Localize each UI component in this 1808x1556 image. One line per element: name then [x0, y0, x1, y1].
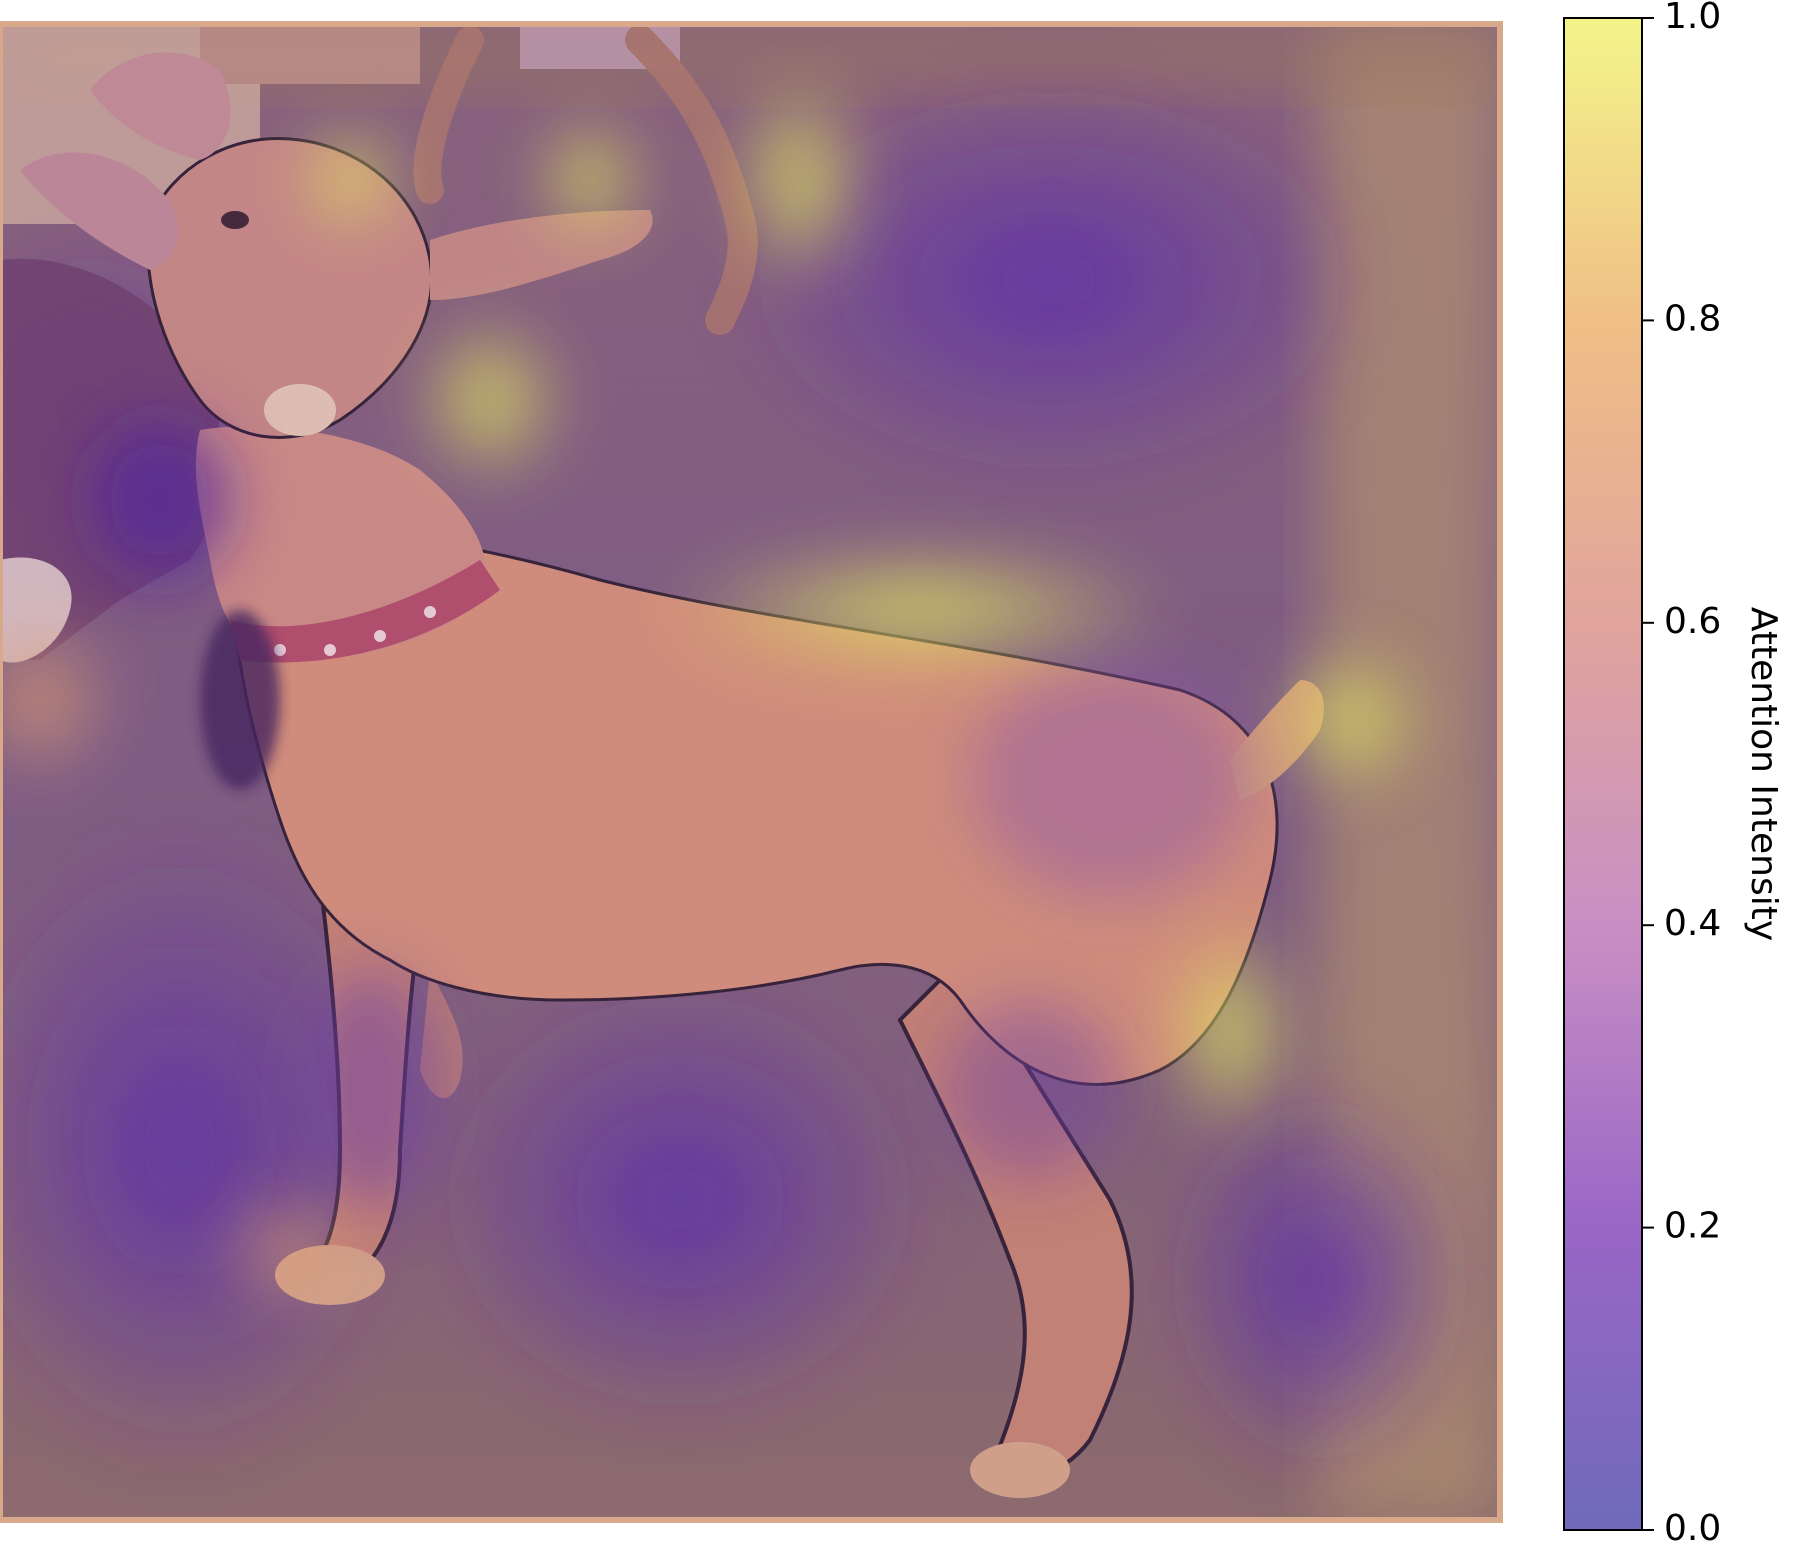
furniture-leg [413, 26, 484, 204]
dog-collar [230, 560, 500, 663]
high-attention-spot [660, 540, 1180, 680]
colorbar-label: Attention Intensity [1743, 607, 1784, 941]
dog-ear-left [20, 152, 179, 270]
high-attention-spot [730, 70, 870, 290]
colorbar-gradient [1563, 17, 1643, 1531]
mid-attention-region [940, 1000, 1120, 1180]
colorbar-tick-label: 0.4 [1664, 903, 1721, 944]
collar-stud [324, 644, 336, 656]
colorbar: 0.0 0.2 0.4 0.6 0.8 1.0 Attention Intensity [1563, 0, 1784, 1549]
heatmap-frame [0, 21, 1503, 1523]
furniture-shape [200, 24, 420, 84]
dog-chest-shadow [200, 610, 280, 790]
high-attention-spot [1270, 640, 1430, 800]
low-attention-region [0, 830, 420, 1470]
heatmap-image [0, 24, 1500, 1520]
colorbar-tick-label: 0.0 [1664, 1508, 1721, 1549]
mid-attention-regions [90, 420, 1250, 1210]
colorbar-ticks: 0.0 0.2 0.4 0.6 0.8 1.0 [1642, 0, 1721, 1549]
dog-nose [264, 384, 336, 436]
high-attention-spot [410, 310, 570, 490]
dog-eye [221, 211, 249, 229]
colorbar-tick-label: 0.8 [1664, 298, 1721, 339]
high-attention-spot [0, 610, 120, 790]
high-attention-spot [290, 120, 410, 240]
collar-stud [424, 606, 436, 618]
collar-stud [374, 630, 386, 642]
high-attention-spot [530, 110, 650, 250]
high-attention-regions [0, 70, 1430, 1310]
low-attention-region [420, 970, 940, 1430]
low-attention-region [720, 70, 1380, 490]
dog-hind-paw [970, 1442, 1070, 1498]
colorbar-tick-label: 0.2 [1664, 1206, 1721, 1247]
heatmap-blend-overlay [0, 24, 1500, 1520]
mid-attention-region [90, 420, 230, 580]
mid-attention-region [970, 660, 1250, 900]
high-attention-spot [220, 1190, 360, 1310]
collar-studs [274, 606, 436, 656]
collar-stud [274, 644, 286, 656]
dog-ear-right [90, 52, 231, 160]
high-attention-spot [1160, 920, 1300, 1140]
mid-attention-region [300, 970, 440, 1210]
low-attention-region [1160, 1080, 1480, 1480]
colorbar-tick-label: 1.0 [1664, 0, 1721, 37]
colorbar-tick-label: 0.6 [1664, 601, 1721, 642]
